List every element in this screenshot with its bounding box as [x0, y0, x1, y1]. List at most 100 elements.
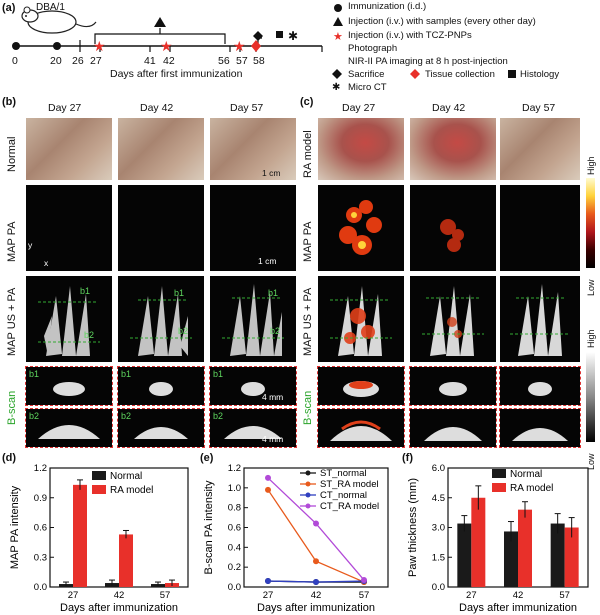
- chart-d-legend-label: RA model: [110, 485, 153, 496]
- c-map-pa-day57: [500, 185, 580, 271]
- chart-e-point: [361, 577, 367, 584]
- b-bscan-b1-day27: [25, 366, 113, 406]
- chart-f-ytick-label: 1.5: [432, 552, 445, 563]
- b-map-pa-day42: [118, 185, 204, 271]
- chart-f-ytick-label: 4.5: [432, 493, 445, 504]
- chart-d-xlabel: Days after immunization: [60, 602, 178, 614]
- svg-text:✱: ✱: [288, 29, 298, 43]
- panel-c-label: (c): [300, 96, 314, 108]
- chart-d-legend-label: Normal: [110, 471, 142, 482]
- legend-injection-tcz: Injection (i.v.) with TCZ-PNPs: [348, 30, 472, 41]
- chart-e-legend-label: CT_RA model: [320, 501, 379, 512]
- b-bscan-b2-day27: [25, 408, 113, 448]
- b-label-b1-42: b1: [174, 288, 185, 298]
- chart-e-ytick-label: 0.0: [228, 582, 241, 593]
- chart-f-bar: [550, 523, 565, 587]
- chart-e-point: [313, 558, 319, 565]
- b-photo-day57: [210, 118, 296, 180]
- b-bscan-b1-day57: [209, 366, 297, 406]
- b-bscan-b1-tag-57: b1: [213, 369, 224, 379]
- c-photo-day42: [410, 118, 496, 180]
- chart-f-xtick-label: 57: [559, 590, 570, 601]
- mouse-strain-label: DBA/1: [36, 2, 65, 13]
- b-bscan-b2-tag-42: b2: [121, 411, 132, 421]
- b-us-pa-day42: [118, 276, 204, 362]
- chart-e-xtick-label: 42: [311, 590, 322, 601]
- panel-b-label: (b): [2, 96, 17, 108]
- chart-d-legend-swatch: [92, 485, 106, 494]
- chart-e-ylabel: B-scan PA intensity: [203, 480, 215, 574]
- chart-f-legend-swatch: [492, 483, 506, 492]
- b-bscan-b1-tag: b1: [29, 369, 40, 379]
- chart-d-ytick-label: 1.2: [34, 463, 47, 474]
- b-label-b2-27: b2: [84, 330, 95, 340]
- b-photo-day27: [26, 118, 112, 180]
- b-map-pa-day57: [210, 185, 296, 271]
- svg-text:★: ★: [333, 30, 343, 43]
- chart-f-legend-label: Normal: [510, 469, 542, 480]
- chart-f-ytick-label: 0.0: [432, 582, 445, 593]
- chart-f-bar: [471, 497, 486, 587]
- chart-f-xtick-label: 42: [513, 590, 524, 601]
- chart-f-legend-label: RA model: [510, 483, 553, 494]
- c-day-57: Day 57: [522, 102, 556, 114]
- legend-tissue-collection: Tissue collection: [425, 69, 495, 80]
- b-bscan-b2-day57: [209, 408, 297, 448]
- c-bscan-b1-day42: [409, 366, 497, 406]
- chart-d-bar: [119, 534, 133, 587]
- chart-f-bar: [564, 527, 579, 587]
- b-label-b1-27: b1: [80, 286, 91, 296]
- chart-d-ytick-label: 0.6: [34, 523, 47, 534]
- chart-e-point: [265, 486, 271, 493]
- b-axis-x-1: x: [44, 258, 49, 268]
- chart-e-ytick-label: 0.4: [228, 542, 241, 553]
- chart-e-ytick-label: 0.8: [228, 503, 241, 514]
- c-bscan-b2-day57: [499, 408, 581, 448]
- chart-e-legend-marker: [305, 481, 311, 487]
- c-bscan-b1-day57: [499, 366, 581, 406]
- b-us-pa-day57: [210, 276, 296, 362]
- chart-e-point: [265, 578, 271, 585]
- chart-d-ylabel: MAP PA intensity: [9, 485, 21, 569]
- chart-d-ytick-label: 0.9: [34, 493, 47, 504]
- chart-d-bar: [73, 484, 87, 587]
- chart-d-ytick-label: 0.3: [34, 552, 47, 563]
- chart-e-legend-label: CT_normal: [320, 490, 367, 501]
- b-label-b2-42: b2: [178, 326, 189, 336]
- chart-e-point: [265, 474, 271, 481]
- colorbar-gray: [586, 352, 595, 442]
- b-bscan-b1-tag-42: b1: [121, 369, 132, 379]
- b-day-57: Day 57: [230, 102, 264, 114]
- chart-e-ytick-label: 1.0: [228, 483, 241, 494]
- chart-f-xtick-label: 27: [466, 590, 477, 601]
- tl-day-27: 27: [90, 55, 102, 67]
- c-bscan-b2-day42: [409, 408, 497, 448]
- panel-f-label: (f): [402, 452, 413, 464]
- chart-f-xlabel: Days after immunization: [459, 602, 577, 614]
- b-bscan-scale-1: 4 mm: [262, 392, 284, 402]
- b-bscan-b1-day42: [117, 366, 205, 406]
- colorbar-hot: [586, 178, 595, 268]
- b-day-42: Day 42: [140, 102, 174, 114]
- legend-micro-ct: Micro CT: [348, 82, 387, 93]
- tl-day-42: 42: [163, 55, 175, 67]
- svg-text:★: ★: [93, 39, 106, 55]
- tl-day-56: 56: [218, 55, 230, 67]
- tl-day-0: 0: [12, 55, 18, 67]
- c-day-42: Day 42: [432, 102, 466, 114]
- tl-day-26: 26: [72, 55, 84, 67]
- chart-e-xtick-label: 27: [263, 590, 274, 601]
- c-us-pa-day27: [318, 276, 404, 362]
- timeline-axis-label: Days after first immunization: [110, 68, 243, 80]
- panel-a-label: (a): [2, 2, 16, 14]
- legend-photograph: Photograph: [348, 43, 398, 54]
- chart-e-legend-marker: [305, 470, 311, 476]
- chart-e-xtick-label: 57: [359, 590, 370, 601]
- legend-injection-samples: Injection (i.v.) with samples (every oth…: [348, 16, 536, 27]
- c-photo-day57: [500, 118, 580, 180]
- b-axis-y-1: y: [28, 240, 33, 250]
- chart-d-ytick-label: 0.0: [34, 582, 47, 593]
- c-bscan-b1-day27: [317, 366, 405, 406]
- b-photo-scale: 1 cm: [262, 168, 281, 178]
- b-label-b2-57: b2: [270, 326, 281, 336]
